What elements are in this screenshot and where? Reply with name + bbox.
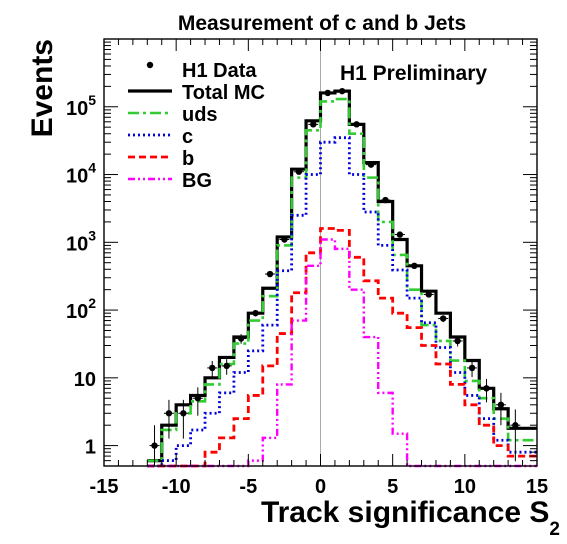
- x-tick-label: -15: [90, 476, 119, 498]
- data-point: [266, 270, 274, 278]
- y-tick-label-base: 10: [66, 233, 88, 255]
- data-point: [151, 442, 158, 449]
- data-point: [367, 161, 375, 168]
- data-point: [281, 236, 288, 243]
- y-tick-label-exponent: 4: [88, 160, 96, 176]
- y-tick-label-base: 10: [66, 166, 88, 188]
- series-line-total-mc: [147, 89, 537, 463]
- data-point: [497, 401, 505, 409]
- y-tick-label: 10: [74, 369, 96, 391]
- y-tick-label-base: 10: [66, 301, 88, 323]
- y-axis-title: Events: [26, 39, 59, 137]
- y-tick-label-base: 10: [66, 98, 88, 120]
- data-point: [382, 196, 389, 204]
- data-point: [425, 291, 432, 298]
- y-tick-label: 103: [66, 227, 96, 255]
- chart-title: Measurement of c and b Jets: [178, 12, 466, 35]
- y-tick-label: 104: [66, 160, 96, 188]
- x-axis-title-subscript: 2: [549, 519, 560, 540]
- data-point: [180, 410, 187, 417]
- data-point: [483, 385, 490, 392]
- h1-preliminary-label: H1 Preliminary: [340, 62, 487, 85]
- data-point: [396, 231, 404, 238]
- series-line-b: [147, 227, 537, 468]
- x-axis-title: Track significance S2: [261, 496, 560, 540]
- x-axis-title-text: Track significance S: [261, 496, 549, 529]
- data-point: [454, 337, 461, 345]
- x-tick-label: 15: [526, 476, 548, 498]
- legend-label: Total MC: [182, 82, 265, 104]
- data-point: [338, 87, 346, 95]
- data-point: [165, 410, 173, 417]
- data-point: [209, 364, 216, 372]
- legend-label: H1 Data: [182, 60, 257, 82]
- x-tick-label: -5: [239, 476, 257, 498]
- legend-label: BG: [182, 170, 212, 192]
- x-tick-label: -10: [162, 476, 191, 498]
- data-point: [237, 335, 245, 342]
- x-tick-label: 10: [454, 476, 476, 498]
- data-point: [439, 315, 447, 322]
- series-line-bg: [147, 238, 537, 468]
- legend-label: b: [182, 148, 194, 170]
- data-point: [353, 121, 360, 128]
- y-tick-label-exponent: 5: [88, 92, 96, 108]
- data-point: [223, 362, 230, 370]
- y-tick-label: 105: [66, 92, 96, 120]
- data-point: [468, 364, 476, 372]
- x-tick-label: 0: [315, 476, 326, 498]
- x-tick-label: 5: [387, 476, 398, 498]
- data-point: [512, 422, 519, 429]
- legend-label: uds: [182, 104, 218, 126]
- data-point: [411, 262, 418, 270]
- legend-label: c: [182, 126, 193, 148]
- series-line-c: [147, 136, 537, 468]
- legend-marker-data: [146, 61, 154, 69]
- y-tick-label-exponent: 2: [88, 295, 96, 311]
- y-tick-label: 1: [85, 437, 96, 459]
- data-point: [252, 309, 259, 317]
- y-tick-label-exponent: 3: [88, 227, 96, 243]
- y-tick-label: 102: [66, 295, 96, 323]
- data-point: [310, 121, 317, 128]
- data-point: [324, 89, 331, 97]
- data-point: [295, 168, 303, 175]
- data-point: [194, 395, 202, 402]
- series-line-uds: [147, 97, 537, 462]
